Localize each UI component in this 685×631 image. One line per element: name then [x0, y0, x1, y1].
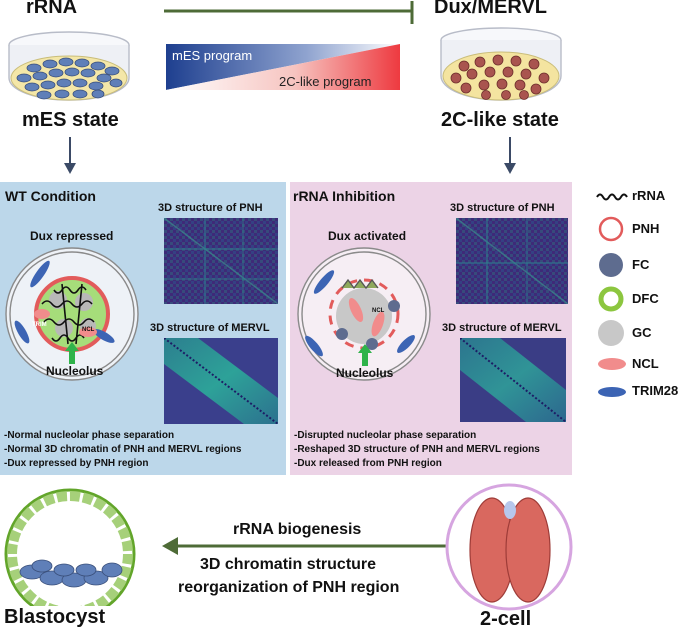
legend-label-dfc: DFC — [632, 291, 659, 306]
rrna-biogenesis-label: rRNA biogenesis — [233, 521, 362, 538]
wt-note-2: -Normal 3D chromatin of PNH and MERVL re… — [4, 444, 242, 455]
wt-mervl-title: 3D structure of MERVL — [150, 322, 270, 334]
green-ring-icon — [598, 286, 624, 312]
inh-ncl-label: NCL — [372, 308, 385, 314]
inh-pnh-heatmap — [456, 218, 568, 304]
legend-label-trim28: TRIM28 — [632, 383, 679, 398]
wt-pnh-heatmap — [164, 218, 278, 304]
rrna-inhibition-panel: rRNA Inhibition 3D structure of PNH Dux … — [290, 182, 572, 475]
inh-nucleolus-label: Nucleolus — [336, 366, 394, 380]
inh-dux-status: Dux activated — [328, 229, 407, 243]
legend-label-ncl: NCL — [632, 356, 659, 371]
wt-condition-panel: WT Condition 3D structure of PNH Dux rep… — [0, 182, 286, 475]
rrna-top-label: rRNA — [26, 0, 78, 18]
wt-dux-status: Dux repressed — [30, 229, 114, 243]
inh-nucleolus-arrow-icon — [358, 344, 372, 366]
blue-ellipse-icon — [598, 387, 626, 397]
inh-nucleus-diagram — [297, 247, 431, 381]
inh-mervl-title: 3D structure of MERVL — [442, 322, 562, 334]
2c-like-program-label: 2C-like program — [279, 74, 372, 89]
grey-circle-icon — [598, 320, 624, 346]
wt-note-3: -Dux repressed by PNH region — [4, 458, 149, 469]
reorganization-label: reorganization of PNH region — [178, 579, 400, 596]
inh-note-1: -Disrupted nucleolar phase separation — [294, 430, 477, 441]
mes-program-label: mES program — [172, 48, 253, 63]
program-gradient-icon — [166, 44, 400, 90]
two-cell-embryo-icon — [445, 483, 573, 611]
blastocyst-icon — [4, 488, 136, 606]
two-cell-label: 2-cell — [480, 608, 532, 630]
legend-label-gc: GC — [632, 325, 652, 340]
chromatin-structure-label: 3D chromatin structure — [200, 556, 377, 573]
wt-panel-title: WT Condition — [5, 188, 96, 204]
legend-label-rrna: rRNA — [632, 188, 666, 203]
2c-like-state-label: 2C-like state — [441, 109, 559, 131]
legend: rRNA PNH FC DFC GC NCL TRIM28 — [590, 186, 685, 406]
wt-nucleolus-label: Nucleolus — [46, 364, 104, 378]
inh-note-3: -Dux released from PNH region — [294, 458, 442, 469]
legend-label-pnh: PNH — [632, 221, 660, 236]
wt-nucleus-diagram — [5, 247, 139, 381]
wt-mervl-heatmap — [164, 338, 278, 424]
left-arrow-icon — [162, 537, 446, 555]
mes-dish-icon — [8, 31, 130, 101]
inh-mervl-heatmap — [460, 338, 566, 422]
down-arrow-right-icon — [504, 137, 516, 174]
legend-label-fc: FC — [632, 257, 650, 272]
wt-note-1: -Normal nucleolar phase separation — [4, 430, 175, 441]
wavy-line-icon — [596, 193, 628, 201]
wt-pnh-title: 3D structure of PNH — [158, 202, 263, 214]
dark-circle-icon — [599, 253, 623, 277]
blastocyst-label: Blastocyst — [4, 606, 106, 628]
inhibition-arrow-icon — [164, 1, 414, 24]
inh-note-2: -Reshaped 3D structure of PNH and MERVL … — [294, 444, 540, 455]
mes-state-label: mES state — [22, 109, 119, 131]
2c-like-dish-icon — [440, 27, 562, 101]
dux-mervl-top-label: Dux/MERVL — [434, 0, 547, 18]
inh-panel-title: rRNA Inhibition — [293, 188, 396, 204]
wt-trim-label: TRIM — [32, 322, 47, 328]
pink-ellipse-icon — [598, 358, 626, 370]
inh-pnh-title: 3D structure of PNH — [450, 202, 555, 214]
wt-nucleolus-arrow-icon — [65, 342, 79, 364]
wt-ncl-label: NCL — [82, 327, 95, 333]
down-arrow-left-icon — [64, 137, 76, 174]
ring-icon — [598, 216, 624, 242]
